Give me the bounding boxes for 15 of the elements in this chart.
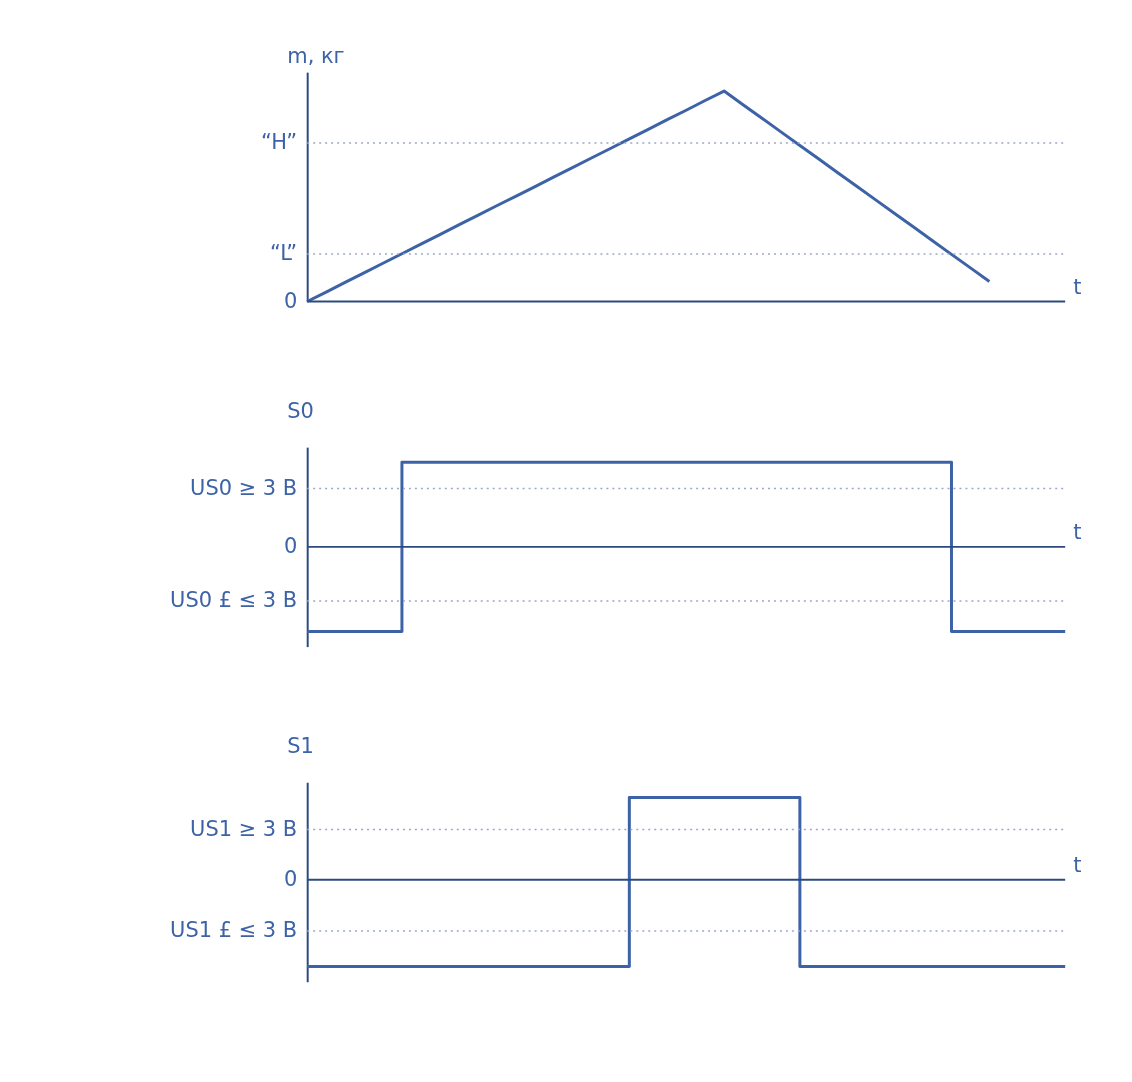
ref-line-label: US1 £ ≤ 3 B — [170, 917, 298, 942]
ref-line-label: “H” — [261, 130, 298, 155]
ref-line-label: 0 — [283, 866, 298, 891]
ref-line-label: 0 — [283, 288, 298, 313]
chart-title: S0 — [287, 399, 314, 424]
ref-line-label: “L” — [269, 240, 298, 265]
ref-line-label: US1 ≥ 3 B — [190, 816, 298, 841]
x-axis-title: t — [1073, 274, 1082, 299]
x-axis-title: t — [1073, 519, 1082, 544]
chart-title: S1 — [287, 734, 314, 759]
ref-line-label: 0 — [283, 533, 298, 558]
y-axis-title: m, кг — [287, 44, 345, 69]
ref-line-label: US0 £ ≤ 3 B — [170, 587, 298, 612]
ref-line-label: US0 ≥ 3 B — [190, 475, 298, 500]
x-axis-title: t — [1073, 852, 1082, 877]
